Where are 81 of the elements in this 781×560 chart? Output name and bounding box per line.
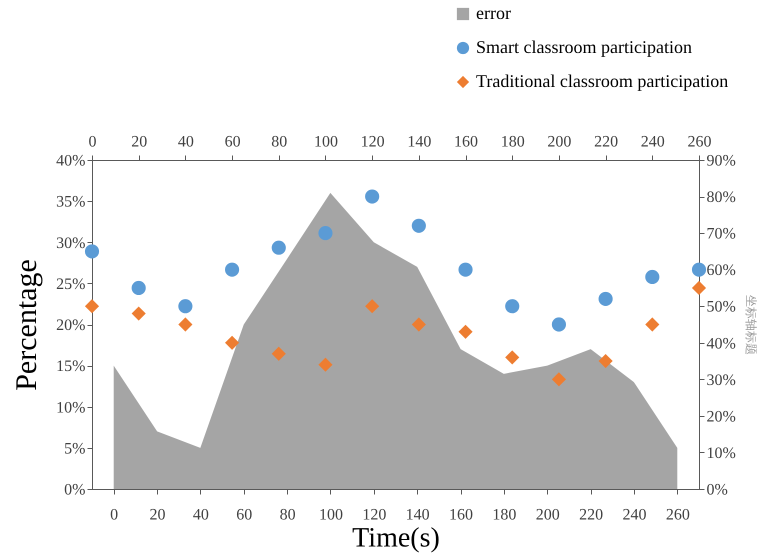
x2-tick-label: 0 [110, 506, 118, 524]
x-tick-label: 260 [688, 134, 712, 150]
x-tick-label: 240 [640, 134, 665, 150]
x2-tick-label: 140 [406, 506, 430, 524]
x-tick-label: 140 [407, 134, 432, 150]
y-tick-label: 5% [64, 440, 86, 458]
point [365, 299, 380, 314]
x-tick-label: 40 [178, 134, 194, 150]
x2-tick-label: 80 [280, 506, 296, 524]
point [598, 354, 613, 368]
point [505, 299, 520, 314]
y2-tick-label: 30% [706, 372, 736, 389]
y2-tick-label: 60% [706, 262, 736, 280]
x2-tick-label: 180 [492, 506, 516, 524]
point [365, 190, 380, 204]
point [225, 336, 240, 350]
point [272, 346, 286, 361]
point [458, 262, 473, 277]
x2-tick-label: 240 [622, 506, 646, 524]
y2-tick-label: 20% [706, 408, 736, 426]
x-tick-label: 180 [500, 134, 525, 150]
point [645, 270, 660, 284]
point [178, 317, 192, 332]
y-tick-label: 25% [56, 276, 86, 293]
x-tick-label: 0 [88, 134, 96, 150]
y2-tick-label: 0% [706, 482, 728, 498]
point [318, 358, 333, 372]
x2-tick-label: 40 [192, 506, 209, 524]
legend-label: Smart classroom participation [476, 37, 692, 57]
legend-label: Traditional classroom participation [476, 71, 728, 91]
y-tick-label: 20% [56, 317, 86, 334]
point [412, 317, 426, 332]
y-tick-label: 30% [56, 234, 86, 252]
point [225, 262, 240, 277]
point [272, 240, 286, 255]
x2-tick-label: 20 [150, 506, 166, 524]
point [412, 218, 426, 233]
point [645, 317, 660, 332]
x2-tick-label: 60 [236, 506, 252, 524]
y-tick-label: 40% [56, 152, 86, 170]
point [132, 306, 146, 321]
x2-tick-label: 220 [579, 506, 604, 524]
point [178, 299, 192, 314]
y2-tick-label: 80% [706, 189, 736, 206]
x-tick-label: 20 [131, 134, 148, 150]
point [318, 226, 333, 240]
point [552, 372, 566, 386]
x-tick-label: 220 [594, 134, 618, 150]
point [692, 280, 706, 296]
point [692, 262, 706, 277]
y2-tick-label: 50% [706, 298, 736, 316]
point [84, 244, 100, 258]
x-tick-label: 160 [454, 134, 478, 150]
y-tick-label: 35% [56, 194, 86, 211]
point [132, 280, 146, 295]
y-axis-title: Percentage [10, 259, 44, 391]
point [458, 324, 473, 339]
x-tick-label: 60 [224, 134, 241, 150]
x-tick-label: 80 [271, 134, 288, 150]
x2-tick-label: 200 [536, 506, 560, 524]
x2-tick-label: 260 [666, 506, 690, 524]
x-tick-label: 120 [360, 134, 385, 150]
x2-tick-label: 160 [449, 506, 474, 524]
point [84, 299, 100, 314]
x-tick-label: 100 [314, 134, 338, 150]
x-tick-label: 200 [547, 134, 572, 150]
legend-label: error [476, 3, 511, 23]
y2-axis-title: 坐标轴标题 [744, 295, 758, 355]
point [552, 317, 566, 332]
y-tick-label: 15% [56, 358, 86, 376]
point [505, 350, 520, 364]
point [598, 292, 613, 306]
y2-tick-label: 40% [706, 335, 736, 352]
y-tick-label: 10% [56, 399, 86, 416]
x-axis-title: Time(s) [352, 522, 440, 554]
y2-tick-label: 10% [706, 444, 736, 462]
y2-tick-label: 70% [706, 226, 736, 243]
x2-tick-label: 100 [318, 506, 343, 524]
y-tick-label: 0% [64, 482, 86, 498]
x2-tick-label: 120 [362, 506, 386, 524]
y2-tick-label: 90% [706, 152, 736, 170]
